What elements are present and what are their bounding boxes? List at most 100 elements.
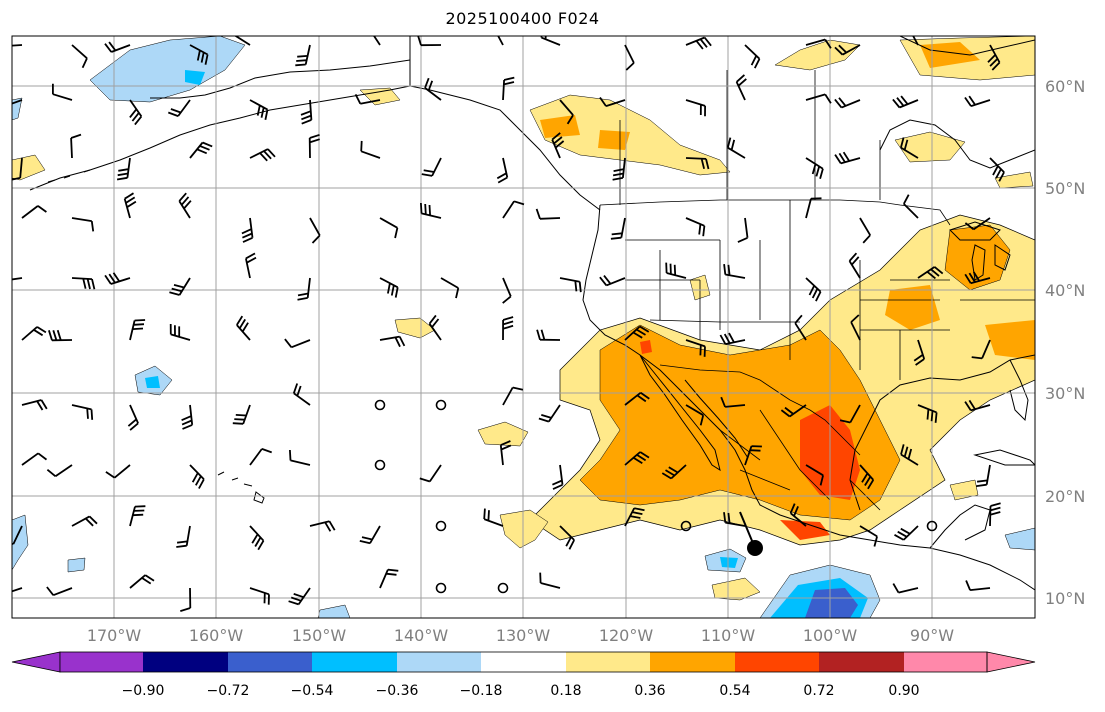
wind-barb: [685, 339, 706, 357]
calm-circle: [435, 520, 447, 532]
wind-barb: [719, 332, 746, 345]
wind-barb: [129, 574, 155, 589]
lon-label-100: 100°W: [802, 626, 858, 645]
colorbar-under-triangle: [11, 651, 61, 673]
calm-circle: [435, 399, 447, 411]
positive-anomaly-area: [529, 94, 731, 176]
wind-barb: [610, 217, 626, 240]
strong-anomaly-small: [640, 340, 652, 354]
wind-barb: [292, 383, 311, 406]
wind-barb: [834, 151, 861, 165]
wind-barb: [71, 217, 95, 232]
colorbar-tick-label: −0.90: [121, 683, 165, 699]
colorbar-over-triangle: [986, 651, 1036, 673]
lat-label-40: 40°N: [1045, 281, 1086, 300]
wind-barb: [249, 525, 265, 551]
wind-barb: [624, 391, 650, 406]
colorbar-tick-label: 0.72: [803, 683, 835, 699]
wind-barb: [245, 252, 257, 279]
wind-barb: [559, 99, 574, 125]
wind-barb: [52, 83, 73, 101]
highlight-marker: [739, 511, 763, 556]
wind-barb: [859, 217, 871, 244]
wind-barb: [859, 525, 878, 547]
wind-barb: [559, 277, 582, 293]
alaska-inner-coast: [150, 59, 411, 99]
colorbar-tick-label: 0.36: [634, 683, 666, 699]
wind-barb: [913, 339, 926, 366]
wind-barb: [180, 587, 192, 612]
calm-wind-circles: [374, 399, 938, 594]
wind-barb: [300, 99, 313, 125]
negative-anomaly-strong: [805, 588, 858, 618]
wind-barb: [735, 74, 747, 101]
colorbar-bin: [312, 652, 397, 672]
wind-barb: [360, 140, 381, 159]
wind-barb: [536, 329, 561, 341]
wind-barb: [167, 99, 191, 117]
wind-barb: [71, 404, 94, 420]
wind-barb: [420, 202, 442, 219]
positive-anomaly-area: [499, 509, 549, 549]
negative-anomaly-area: [67, 557, 86, 573]
colorbar-bin: [904, 652, 987, 672]
wind-barb: [499, 440, 512, 466]
colorbar-bin: [143, 652, 228, 672]
wind-barb: [535, 208, 561, 220]
wind-barb: [834, 44, 861, 56]
wind-barb: [71, 515, 98, 527]
great-lake-michigan: [971, 244, 986, 281]
us-canada-border: [599, 199, 951, 226]
highlight-dot: [747, 540, 763, 556]
wind-barb: [971, 339, 991, 360]
strong-anomaly-small: [780, 520, 830, 540]
west-coast: [582, 204, 1035, 591]
wind-barb: [665, 262, 687, 279]
lon-label-110: 110°W: [700, 626, 756, 645]
wind-barb: [965, 580, 991, 591]
wind-barb: [624, 325, 650, 341]
lon-label-160: 160°W: [188, 626, 244, 645]
canada-provinces: [619, 70, 881, 205]
wind-barb: [624, 451, 650, 466]
wind-barb: [354, 93, 381, 105]
wind-barb: [372, 36, 381, 46]
wind-barb: [483, 508, 504, 527]
wind-barb: [46, 586, 73, 597]
wind-barb: [249, 448, 273, 466]
wind-barb: [309, 520, 336, 532]
wind-barb: [71, 277, 96, 290]
wind-barb: [805, 38, 832, 49]
lat-label-50: 50°N: [1045, 179, 1086, 198]
wind-barb: [685, 157, 710, 170]
wind-barb: [379, 217, 399, 239]
wind-barb: [21, 205, 47, 219]
wind-barb: [661, 464, 687, 480]
wind-barb: [894, 525, 919, 541]
wind-barb: [964, 95, 991, 107]
wind-barb: [105, 464, 131, 479]
positive-anomaly-area: [359, 87, 401, 106]
wind-barb: [12, 525, 23, 545]
lon-label-120: 120°W: [598, 626, 654, 645]
wind-barb: [720, 396, 746, 408]
lat-label-60: 60°N: [1045, 77, 1086, 96]
colorbar-outline: [59, 651, 988, 673]
wind-barb: [249, 99, 269, 120]
wind-barb: [169, 277, 191, 296]
positive-anomaly-area: [477, 421, 529, 447]
wind-barb: [964, 271, 991, 285]
wind-barb: [502, 316, 514, 341]
wind-barb: [249, 587, 270, 605]
wind-barb: [502, 200, 525, 219]
wind-barb: [723, 512, 746, 527]
lon-label-90: 90°W: [909, 626, 955, 645]
wind-barb: [419, 464, 442, 483]
wind-barb: [181, 404, 194, 430]
colorbar-bin: [566, 652, 650, 672]
wind-barb: [538, 404, 561, 423]
wind-barb: [502, 277, 512, 304]
calm-circle: [435, 582, 447, 594]
wind-barb: [309, 217, 321, 244]
colorbar-bin: [650, 652, 735, 672]
